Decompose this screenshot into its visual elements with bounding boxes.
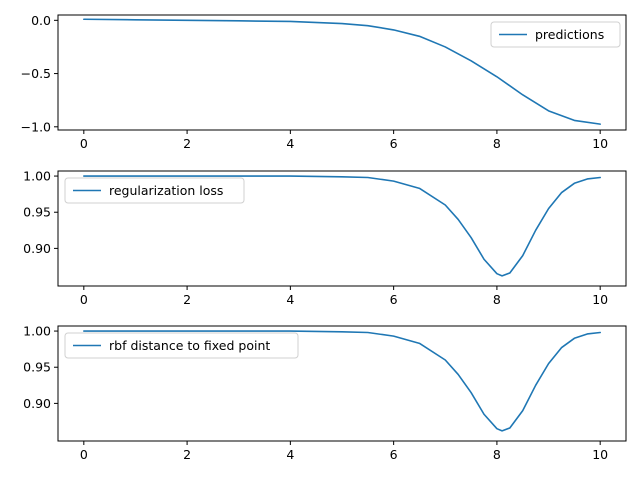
- x-tick-label: 6: [390, 136, 398, 151]
- axes-frame: [57, 325, 627, 442]
- subplot-3: 0 2 4 6 8 10 1.00 0.95 0.90 rbf distance to fixed…: [23, 324, 627, 462]
- legend-label: regularization loss: [109, 183, 223, 198]
- x-tick-label: 0: [80, 292, 88, 307]
- legend-box: [64, 177, 245, 204]
- x-tick-label: 10: [592, 447, 608, 462]
- y-tick-label: −0.5: [21, 66, 51, 81]
- y-tick-label: −1.0: [21, 119, 51, 134]
- legend: rbf distance to fixed point: [64, 332, 299, 359]
- x-tick-label: 0: [80, 447, 88, 462]
- legend: regularization loss: [64, 177, 245, 204]
- legend-label: predictions: [535, 27, 604, 42]
- subplot-2: 0 2 4 6 8 10 1.00 0.95 0.90 regularization loss: [23, 169, 627, 307]
- series-line-3-1: [83, 330, 601, 432]
- y-tick-label: 0.90: [23, 241, 51, 256]
- y-tick-label: 1.00: [23, 169, 51, 184]
- subplot-1: 0 2 4 6 8 10 0.0 −0.5 −1.0 predictions: [21, 13, 627, 151]
- legend: predictions: [490, 21, 621, 48]
- legend-box: [490, 21, 621, 48]
- axes-frame: [57, 14, 627, 131]
- x-tick-label: 2: [183, 292, 191, 307]
- x-tick-label: 2: [183, 136, 191, 151]
- y-tick-label: 0.95: [23, 205, 51, 220]
- y-tick-label: 0.95: [23, 360, 51, 375]
- x-tick-label: 6: [390, 447, 398, 462]
- y-tick-label: 0.0: [31, 13, 51, 28]
- legend-box: [64, 332, 299, 359]
- x-tick-label: 6: [390, 292, 398, 307]
- y-tick-label: 0.90: [23, 396, 51, 411]
- x-tick-label: 10: [592, 136, 608, 151]
- x-tick-label: 8: [493, 292, 501, 307]
- x-tick-label: 8: [493, 136, 501, 151]
- x-tick-label: 4: [286, 136, 294, 151]
- x-tick-label: 8: [493, 447, 501, 462]
- x-tick-label: 2: [183, 447, 191, 462]
- x-tick-label: 0: [80, 136, 88, 151]
- x-tick-label: 10: [592, 292, 608, 307]
- axes-frame: [57, 170, 627, 287]
- y-tick-label: 1.00: [23, 324, 51, 339]
- x-tick-label: 4: [286, 292, 294, 307]
- legend-label: rbf distance to fixed point: [109, 338, 270, 353]
- series-line-1-1: [83, 18, 601, 125]
- series-line-2-1: [83, 175, 601, 277]
- x-tick-label: 4: [286, 447, 294, 462]
